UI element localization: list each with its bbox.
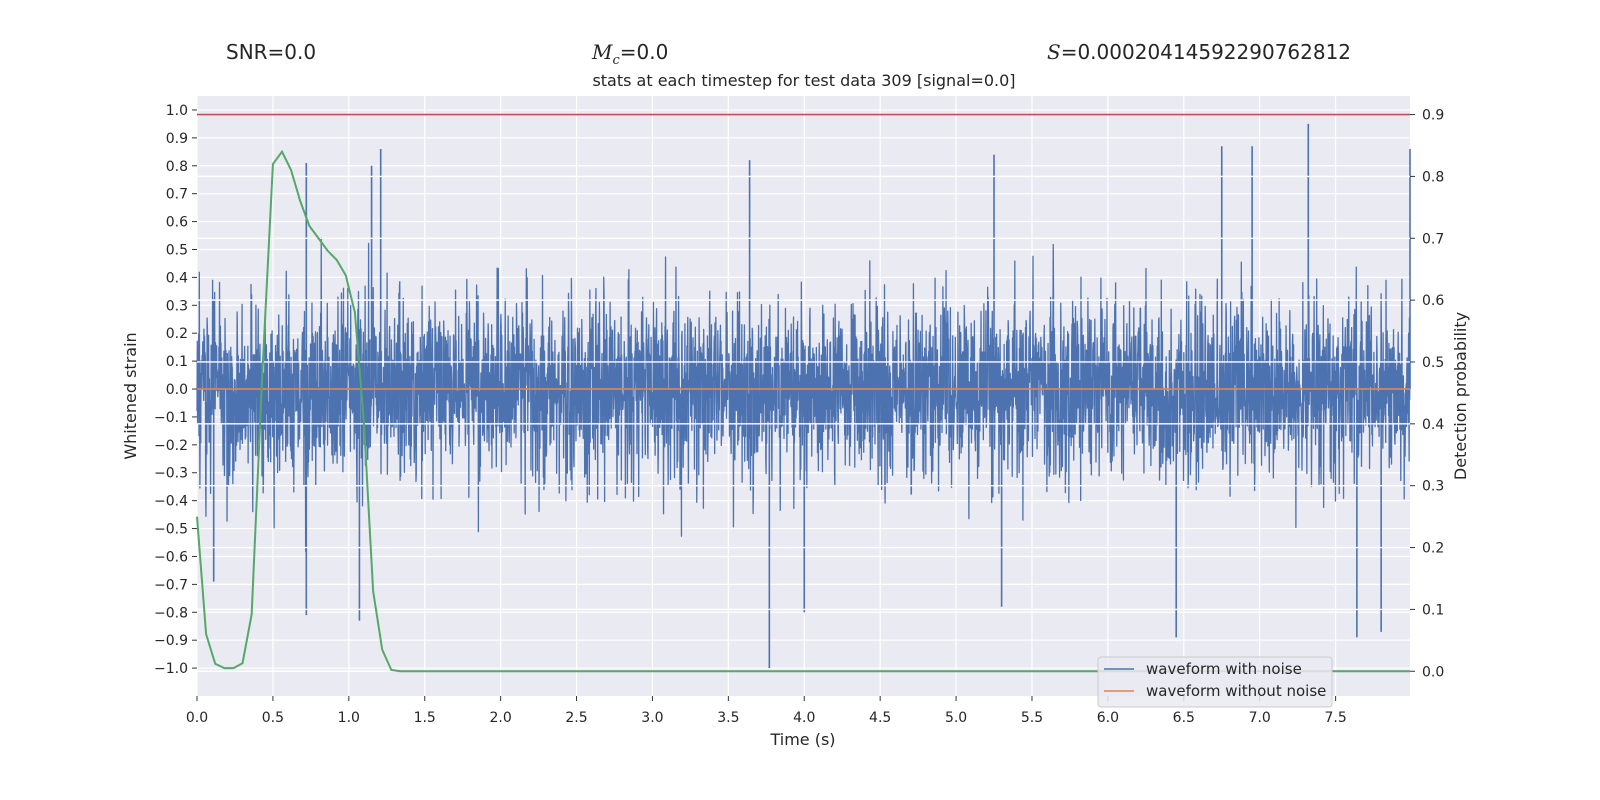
legend: waveform with noise waveform without noi… [1097, 656, 1333, 708]
y-tick-label: 0.2 [166, 326, 188, 342]
detection-probability-line [196, 149, 1410, 673]
x-tick-label: 1.0 [338, 710, 360, 726]
s-value: =0.00020414592290762812 [1060, 40, 1352, 64]
snr-label: SNR=0.0 [226, 40, 317, 64]
y2-tick-label: 0.0 [1422, 664, 1444, 680]
y2-tick-label: 0.5 [1422, 355, 1444, 371]
chart-title: stats at each timestep for test data 309… [592, 71, 1015, 90]
overlay-series [196, 113, 1410, 673]
y-tick-label: −0.1 [154, 410, 188, 426]
y2-tick-label: 0.9 [1422, 108, 1444, 124]
y-tick-label: 0.0 [166, 382, 188, 398]
y-tick-label: −0.4 [154, 494, 188, 510]
y-tick-label: −0.5 [154, 522, 188, 538]
y-tick-label: 0.9 [166, 131, 188, 147]
legend-box [1097, 656, 1333, 708]
y2-tick-label: 0.6 [1422, 293, 1444, 309]
x-tick-label: 5.0 [945, 710, 967, 726]
legend-label-clean: waveform without noise [1146, 682, 1326, 700]
mc-value: =0.0 [619, 40, 669, 64]
y2-tick-label: 0.3 [1422, 479, 1444, 495]
x-axis-label: Time (s) [769, 730, 835, 749]
x-tick-label: 2.0 [489, 710, 511, 726]
y-tick-label: 0.5 [166, 242, 188, 258]
x-tick-label: 5.5 [1021, 710, 1043, 726]
noisy-waveform-line [196, 237, 1411, 552]
y2-tick-label: 0.7 [1422, 231, 1444, 247]
x-tick-label: 2.5 [565, 710, 587, 726]
x-tick-label: 1.5 [414, 710, 436, 726]
y2-tick-label: 0.8 [1422, 169, 1444, 185]
y-tick-label: 0.3 [166, 298, 188, 314]
y-axis-label: Whitened strain [121, 332, 140, 459]
y-tick-label: 0.1 [166, 354, 188, 370]
axes: 0.0 0.5 1.0 1.5 2.0 2.5 3.0 3.5 4.0 4.5 5.0 5.5 6.0 6… [154, 103, 1444, 726]
s-stat-label: S=0.00020414592290762812 [1047, 40, 1351, 64]
x-tick-label: 7.0 [1249, 710, 1271, 726]
y-tick-label: −0.9 [154, 633, 188, 649]
x-tick-label: 4.0 [793, 710, 815, 726]
x-tick-label: 3.0 [641, 710, 663, 726]
y-tick-label: 1.0 [166, 103, 188, 119]
y2-tick-label: 0.4 [1422, 417, 1444, 433]
x-tick-label: 4.5 [869, 710, 891, 726]
y-tick-label: 0.8 [166, 159, 188, 175]
x-tick-label: 7.5 [1324, 710, 1346, 726]
y2-tick-label: 0.2 [1422, 541, 1444, 557]
y2-tick-label: 0.1 [1422, 602, 1444, 618]
x-tick-label: 0.5 [262, 710, 284, 726]
s-symbol: S [1047, 40, 1061, 64]
x-tick-label: 6.0 [1097, 710, 1119, 726]
y-tick-label: 0.4 [166, 270, 188, 286]
y-tick-label: −1.0 [154, 661, 188, 677]
y-tick-label: −0.6 [154, 549, 188, 565]
y-tick-label: −0.2 [154, 438, 188, 454]
y-tick-label: 0.7 [166, 187, 188, 203]
noisy-waveform-series [196, 123, 1411, 669]
y-tick-label: −0.3 [154, 466, 188, 482]
y2-axis-label: Detection probability [1451, 312, 1470, 480]
x-tick-label: 3.5 [717, 710, 739, 726]
chirp-mass-label: Mc=0.0 [592, 40, 668, 68]
y-tick-label: 0.6 [166, 215, 188, 231]
x-tick-label: 6.5 [1173, 710, 1195, 726]
y-tick-label: −0.8 [154, 605, 188, 621]
y-tick-label: −0.7 [154, 577, 188, 593]
mc-symbol: M [592, 40, 613, 64]
mc-subscript: c [612, 53, 620, 68]
x-tick-label: 0.0 [186, 710, 208, 726]
legend-label-noise: waveform with noise [1146, 660, 1302, 678]
